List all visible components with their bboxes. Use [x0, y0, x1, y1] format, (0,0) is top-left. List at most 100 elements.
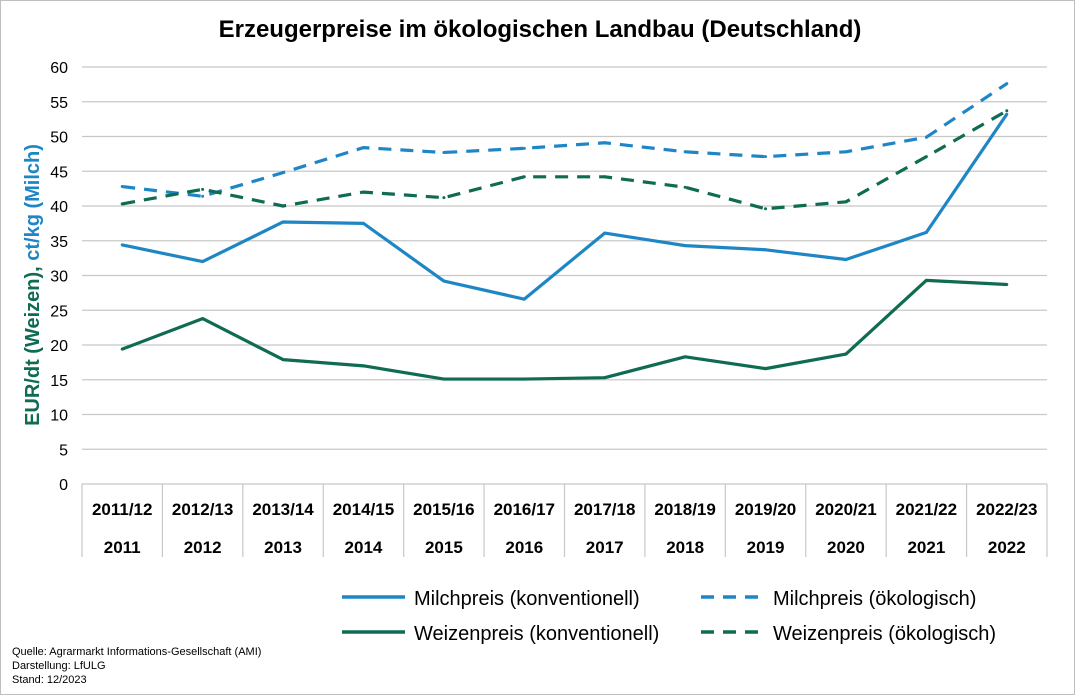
- x-category-label: 2017/18: [574, 500, 635, 519]
- data-point: [281, 220, 285, 224]
- x-category-label: 2011/12: [92, 500, 153, 519]
- x-category-label: 2018/19: [654, 500, 715, 519]
- data-point: [201, 260, 205, 264]
- x-category-label: 2022/23: [976, 500, 1037, 519]
- y-tick-label: 55: [50, 95, 68, 112]
- data-point: [120, 202, 124, 206]
- data-point: [924, 155, 928, 159]
- data-point: [442, 377, 446, 381]
- x-category-label: 2013/14: [252, 500, 314, 519]
- legend-label: Milchpreis (ökologisch): [773, 588, 976, 610]
- data-point: [924, 135, 928, 139]
- x-category-label: 2016/17: [494, 500, 555, 519]
- legend-label: Weizenpreis (konventionell): [414, 623, 659, 645]
- series-line-4: [121, 109, 1008, 211]
- y-tick-label: 15: [50, 373, 68, 390]
- data-point: [764, 248, 768, 252]
- chart-title: Erzeugerpreise im ökologischen Landbau (…: [219, 16, 862, 43]
- data-point: [201, 317, 205, 321]
- x-category-label: 2014/15: [333, 500, 394, 519]
- data-point: [603, 231, 607, 235]
- legend: Milchpreis (konventionell) Milchpreis (ök…: [342, 588, 996, 645]
- x-year-label: 2017: [586, 538, 624, 557]
- x-category-label: 2020/21: [815, 500, 876, 519]
- data-point: [361, 221, 365, 225]
- x-year-label: 2018: [666, 538, 704, 557]
- data-point: [683, 355, 687, 359]
- y-axis-ticks: 0 5 10 15 20 25 30 35 40 45 50 55 60: [50, 60, 68, 494]
- data-point: [281, 358, 285, 362]
- x-year-label: 2020: [827, 538, 865, 557]
- y-tick-label: 20: [50, 338, 68, 355]
- data-point: [120, 243, 124, 247]
- data-point: [764, 367, 768, 371]
- data-point: [603, 376, 607, 380]
- data-point: [683, 244, 687, 248]
- data-point: [924, 230, 928, 234]
- category-table: 2011/12 2012/13 2013/14 2014/15 2015/16 2016/…: [81, 484, 1048, 557]
- y-tick-label: 10: [50, 408, 68, 425]
- y-tick-label: 5: [59, 442, 68, 459]
- x-year-label: 2022: [988, 538, 1026, 557]
- x-year-label: 2013: [264, 538, 302, 557]
- data-point: [442, 279, 446, 283]
- data-point: [281, 171, 285, 175]
- series-line-1: [121, 113, 1009, 301]
- credit-line: Darstellung: LfULG: [12, 660, 106, 672]
- data-point: [844, 200, 848, 204]
- data-point: [683, 185, 687, 189]
- source-line: Quelle: Agrarmarkt Informations-Gesellsc…: [12, 646, 261, 658]
- data-point: [522, 297, 526, 301]
- x-year-label: 2011: [104, 538, 141, 557]
- data-point: [844, 258, 848, 262]
- data-point: [1005, 109, 1009, 113]
- legend-label: Weizenpreis (ökologisch): [773, 623, 996, 645]
- data-point: [201, 194, 205, 198]
- x-category-label: 2012/13: [172, 500, 233, 519]
- data-point: [603, 175, 607, 179]
- data-point: [361, 364, 365, 368]
- y-tick-label: 0: [59, 477, 68, 494]
- data-point: [683, 150, 687, 154]
- data-point: [764, 155, 768, 159]
- x-year-label: 2021: [907, 538, 945, 557]
- y-axis-label: EUR/dt (Weizen), ct/kg (Milch): [22, 144, 44, 426]
- data-point: [764, 207, 768, 211]
- data-point: [120, 185, 124, 189]
- y-tick-label: 30: [50, 269, 68, 286]
- x-category-label: 2021/22: [896, 500, 957, 519]
- legend-label: Milchpreis (konventionell): [414, 588, 640, 610]
- data-point: [1005, 112, 1009, 116]
- data-point: [603, 141, 607, 145]
- y-tick-label: 50: [50, 130, 68, 147]
- series-line-2: [122, 82, 1008, 198]
- x-year-label: 2016: [505, 538, 543, 557]
- data-point: [522, 146, 526, 150]
- data-point: [442, 150, 446, 154]
- data-point: [522, 377, 526, 381]
- y-tick-label: 25: [50, 303, 68, 320]
- data-point: [120, 347, 124, 351]
- x-year-label: 2012: [184, 538, 222, 557]
- data-point: [361, 190, 365, 194]
- data-point: [844, 150, 848, 154]
- y-tick-label: 40: [50, 199, 68, 216]
- data-point: [281, 204, 285, 208]
- data-point: [924, 278, 928, 282]
- data-point: [1005, 283, 1009, 287]
- x-year-label: 2019: [747, 538, 785, 557]
- data-point: [844, 352, 848, 356]
- date-line: Stand: 12/2023: [12, 674, 87, 686]
- data-point: [361, 146, 365, 150]
- x-year-label: 2014: [345, 538, 383, 557]
- grid-lines: [82, 66, 1047, 485]
- y-axis-label-weizen: EUR/dt (Weizen),: [22, 261, 44, 426]
- x-year-label: 2015: [425, 538, 463, 557]
- y-tick-label: 35: [50, 234, 68, 251]
- series-line-3: [121, 278, 1007, 381]
- data-point: [1005, 82, 1009, 86]
- data-point: [201, 187, 205, 191]
- y-axis-label-milch: ct/kg (Milch): [22, 144, 44, 261]
- x-category-label: 2015/16: [413, 500, 474, 519]
